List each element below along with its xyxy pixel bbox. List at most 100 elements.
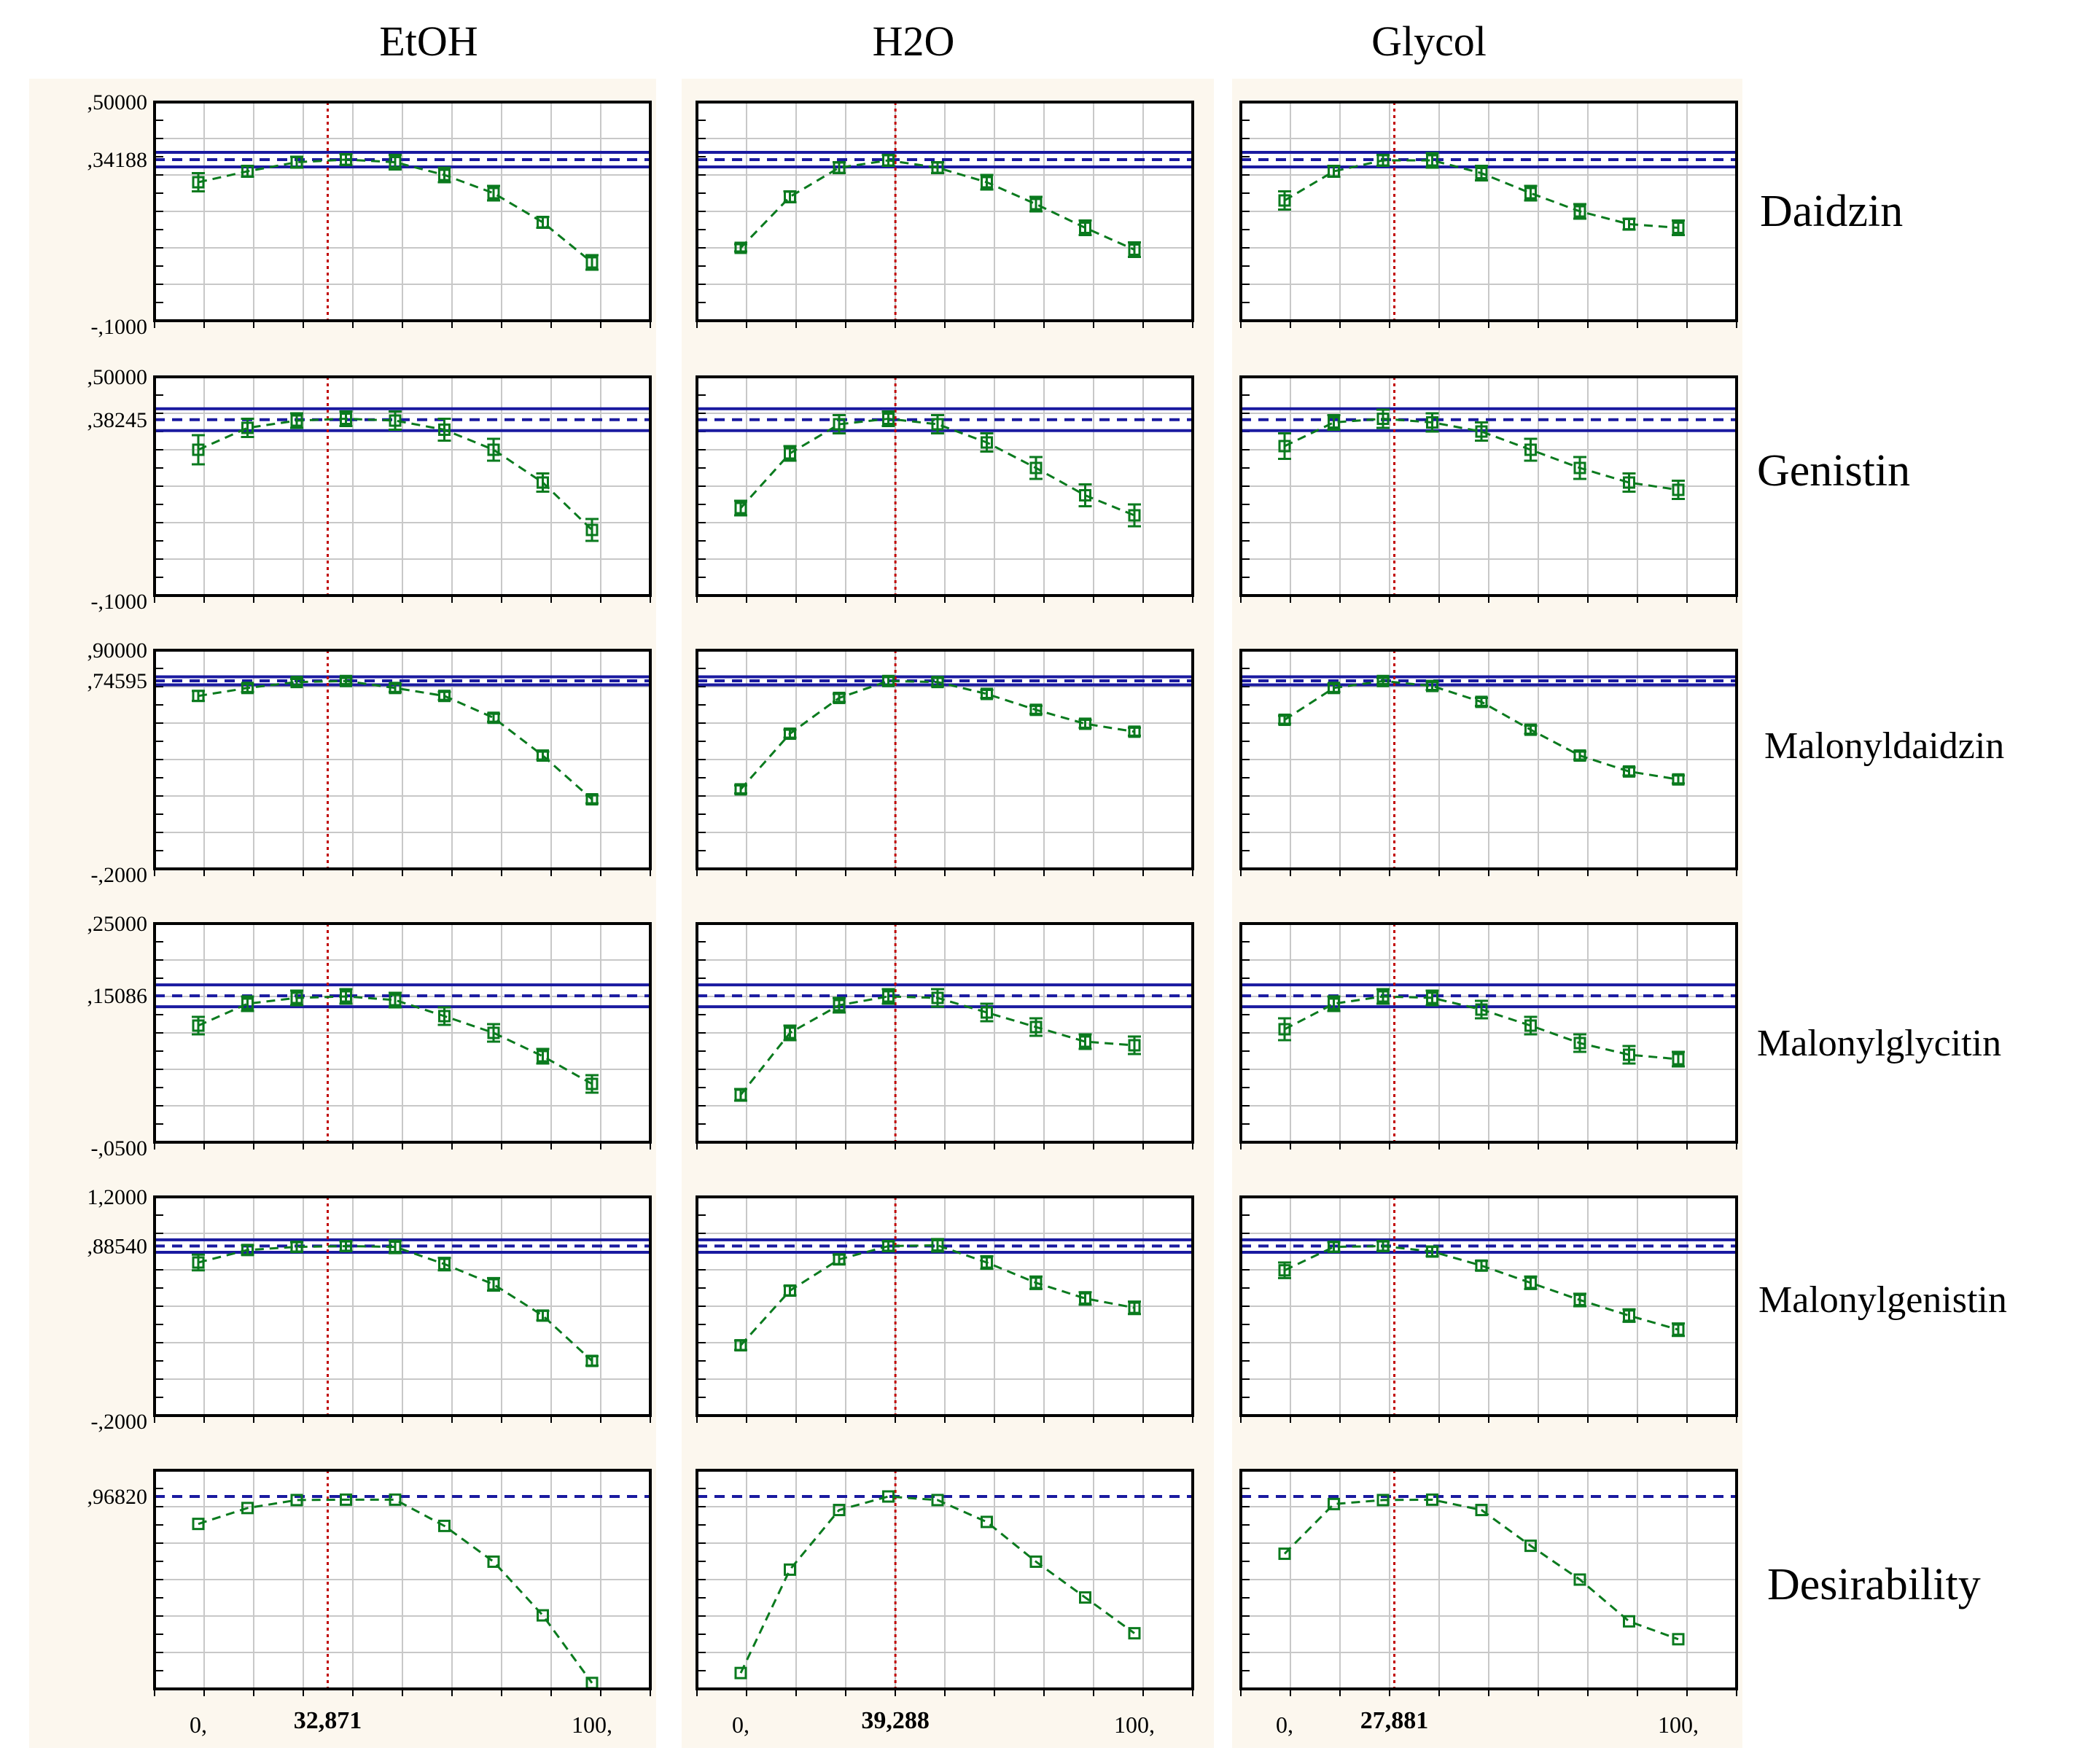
- data-point: [1278, 713, 1291, 726]
- data-point: [389, 156, 402, 168]
- plot-frame: [1239, 649, 1738, 870]
- series-line: [739, 1495, 1135, 1674]
- x-tick-label-optimum: 27,881: [1360, 1707, 1429, 1734]
- data-point: [1376, 1494, 1390, 1507]
- data-point: [1079, 717, 1091, 730]
- data-point: [241, 1244, 254, 1257]
- plot-frame: [153, 922, 652, 1144]
- data-point: [1475, 167, 1488, 179]
- data-point: [1328, 997, 1340, 1010]
- data-point: [1278, 1023, 1291, 1036]
- data-point: [1475, 425, 1488, 438]
- data-point: [1475, 1003, 1488, 1016]
- data-point: [1573, 749, 1586, 762]
- data-point: [1524, 723, 1537, 736]
- data-point: [1524, 1539, 1537, 1553]
- plot-malonylgenistin-etoh: 1,2000 ,88540 -,2000: [87, 1185, 652, 1434]
- data-point: [389, 994, 402, 1007]
- plot-frame: [153, 649, 652, 870]
- data-point: [833, 1253, 846, 1266]
- plot-daidzin-etoh: ,50000 ,34188 -,1000: [87, 90, 652, 339]
- data-point: [1376, 413, 1390, 425]
- data-point: [340, 1493, 352, 1506]
- data-point: [1079, 1591, 1091, 1604]
- data-point: [981, 1256, 993, 1269]
- data-point: [734, 1339, 747, 1352]
- y-tick-label-bottom: -,1000: [91, 590, 148, 614]
- series-line: [739, 1244, 1135, 1346]
- x-tick-label-optimum: 39,288: [861, 1707, 930, 1734]
- series-line: [1284, 417, 1679, 491]
- plot-frame: [153, 1195, 652, 1417]
- data-point: [981, 1006, 993, 1019]
- data-point: [1524, 1019, 1537, 1032]
- data-point: [1623, 1048, 1635, 1061]
- data-point: [981, 436, 993, 449]
- y-tick-label-top: ,50000: [87, 90, 148, 114]
- data-point: [1475, 695, 1488, 709]
- y-tick-label-bottom: -,1000: [91, 315, 148, 339]
- data-point: [1278, 1264, 1291, 1277]
- data-point: [734, 1666, 747, 1679]
- plot-frame: [696, 375, 1194, 597]
- data-point: [1128, 509, 1141, 522]
- data-point: [1426, 991, 1438, 1004]
- data-point: [1623, 476, 1635, 489]
- data-point: [1278, 194, 1291, 207]
- data-point: [1573, 1573, 1586, 1586]
- data-point: [1128, 243, 1141, 256]
- data-point: [882, 154, 895, 167]
- row-label-malonylgenistin: Malonylgenistin: [1758, 1279, 2007, 1321]
- data-point: [389, 414, 402, 427]
- data-point: [833, 1504, 846, 1517]
- data-point: [340, 674, 352, 687]
- data-point: [1573, 461, 1586, 475]
- data-point: [537, 1609, 549, 1622]
- data-point: [1426, 679, 1438, 692]
- row-label-daidzin: Daidzin: [1760, 187, 1903, 236]
- data-point: [1278, 1548, 1291, 1561]
- data-point: [1672, 773, 1685, 786]
- data-point: [537, 216, 549, 229]
- data-point: [241, 421, 254, 434]
- data-point: [1029, 703, 1043, 717]
- column-title-etoh: EtOH: [379, 17, 478, 65]
- data-point: [537, 1309, 549, 1322]
- data-point: [1672, 1053, 1685, 1066]
- data-point: [438, 1010, 451, 1023]
- row-label-malonylglycitin: Malonylglycitin: [1757, 1023, 2001, 1064]
- y-tick-label-top: ,25000: [87, 912, 148, 936]
- data-point: [340, 153, 352, 166]
- data-point: [487, 1026, 500, 1039]
- data-point: [290, 991, 303, 1004]
- y-tick-label-top: 1,2000: [87, 1185, 148, 1209]
- data-point: [1426, 1493, 1438, 1506]
- data-point: [1573, 1037, 1586, 1050]
- data-point: [734, 783, 747, 796]
- plot-genistin-glycol: [1239, 375, 1738, 603]
- data-point: [1376, 1240, 1390, 1252]
- x-tick-label-min: 0,: [1276, 1712, 1293, 1738]
- data-point: [487, 1278, 500, 1291]
- data-point: [1376, 990, 1390, 1003]
- plot-frame: [153, 101, 652, 322]
- plot-malonyldaidzin-glycol: [1239, 649, 1738, 876]
- data-point: [1672, 1633, 1685, 1646]
- data-point: [931, 161, 944, 174]
- column-title-h2o: H2O: [873, 17, 955, 65]
- plot-desirability-h2o: [696, 1469, 1194, 1696]
- data-point: [734, 1088, 747, 1101]
- data-point: [931, 1238, 944, 1252]
- data-point: [1079, 1035, 1091, 1048]
- data-point: [981, 1515, 993, 1529]
- series-line: [198, 679, 593, 800]
- data-point: [1328, 1241, 1340, 1254]
- plot-desirability-glycol: [1239, 1469, 1738, 1696]
- data-point: [882, 990, 895, 1003]
- data-point: [487, 711, 500, 725]
- data-point: [1426, 154, 1438, 167]
- data-point: [1278, 440, 1291, 453]
- y-tick-label-bottom: -,0500: [91, 1136, 148, 1160]
- data-point: [1524, 187, 1537, 200]
